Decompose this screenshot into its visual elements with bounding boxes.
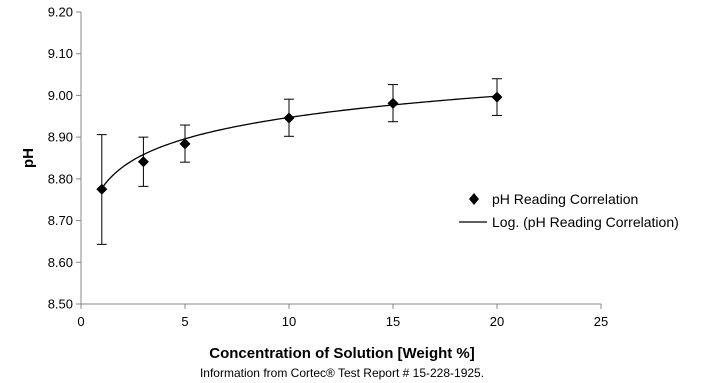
legend-entry-trendline: Log. (pH Reading Correlation) (492, 214, 679, 230)
y-tick-label: 9.10 (48, 46, 73, 61)
y-tick-label: 8.90 (48, 130, 73, 145)
y-tick-label: 8.80 (48, 171, 73, 186)
source-note: Information from Cortec® Test Report # 1… (200, 366, 484, 380)
y-axis-title: pH (20, 148, 37, 168)
x-tick-label: 0 (77, 314, 84, 329)
legend: pH Reading Correlation Log. (pH Reading … (459, 191, 679, 230)
legend-marker-diamond (469, 193, 479, 205)
x-axis: 0 5 10 15 20 25 (77, 303, 608, 329)
trendline (101, 95, 498, 189)
log-trendline (101, 95, 498, 189)
y-tick-label: 8.60 (48, 255, 73, 270)
data-points (96, 91, 503, 195)
x-tick-label: 25 (594, 314, 608, 329)
x-tick-label: 15 (386, 314, 400, 329)
x-tick-label: 10 (282, 314, 296, 329)
data-point-diamond (491, 91, 503, 103)
y-tick-label: 8.50 (48, 297, 73, 312)
x-axis-title: Concentration of Solution [Weight %] (209, 345, 475, 362)
y-tick-label: 8.70 (48, 213, 73, 228)
legend-entry-points: pH Reading Correlation (492, 191, 638, 207)
y-axis: 8.50 8.60 8.70 8.80 8.90 9.00 9.10 9.20 (48, 5, 82, 312)
x-tick-label: 20 (490, 314, 504, 329)
data-point-diamond (387, 97, 399, 109)
y-tick-label: 9.00 (48, 88, 73, 103)
x-tick-label: 5 (181, 314, 188, 329)
data-point-diamond (283, 112, 295, 124)
data-point-diamond (179, 138, 191, 150)
y-tick-label: 9.20 (48, 5, 73, 20)
data-point-diamond (96, 183, 108, 195)
data-point-diamond (137, 156, 149, 168)
error-bars (96, 78, 502, 245)
